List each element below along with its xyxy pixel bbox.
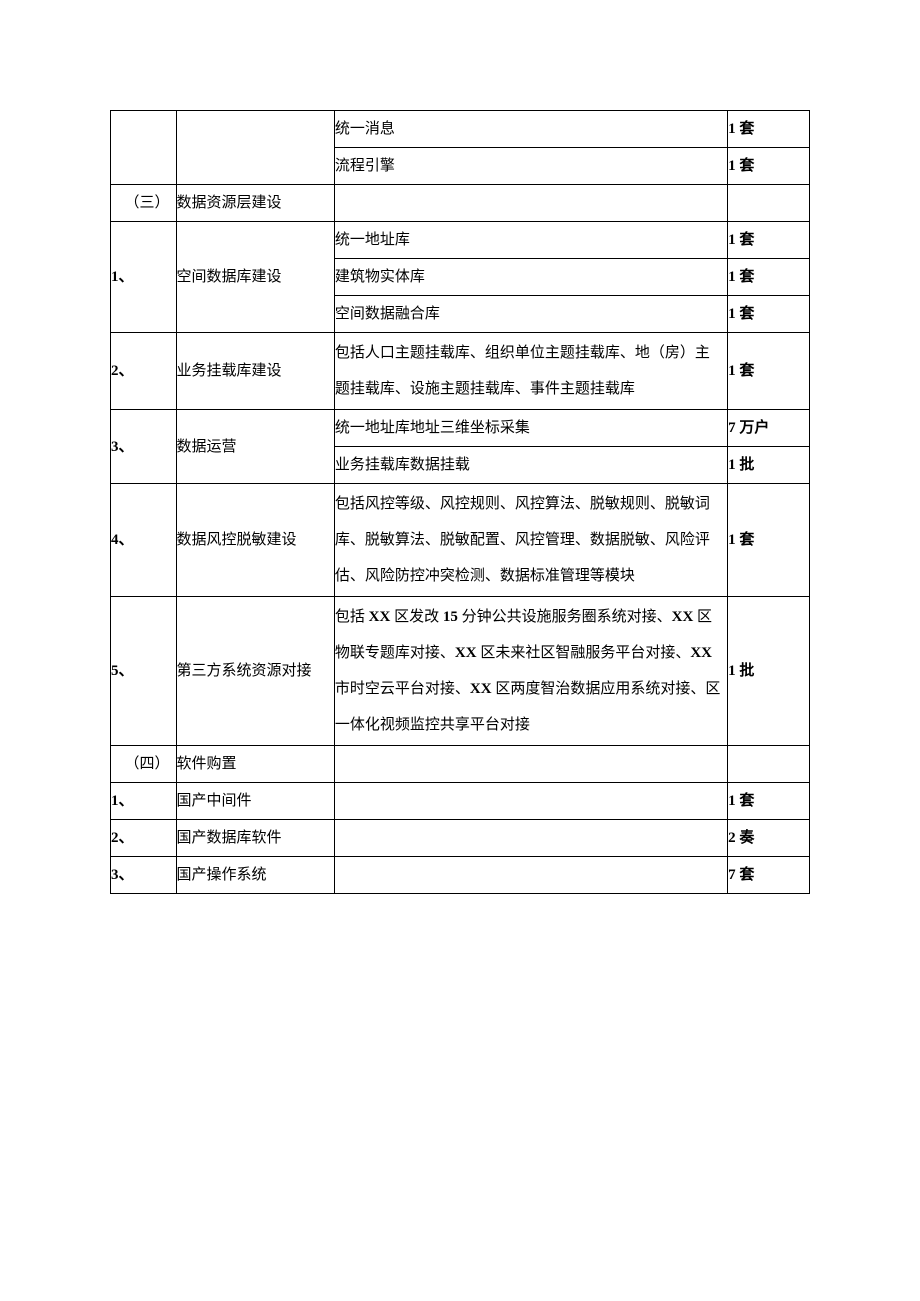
name-cell: 软件购置 — [176, 746, 334, 783]
desc-cell: 包括 XX 区发改 15 分钟公共设施服务圈系统对接、XX 区物联专题库对接、X… — [334, 597, 727, 746]
name-cell: 数据运营 — [176, 410, 334, 484]
table-row: 2、 业务挂载库建设 包括人口主题挂载库、组织单位主题挂载库、地（房）主题挂载库… — [111, 333, 810, 410]
name-cell: 国产数据库软件 — [176, 820, 334, 857]
name-cell: 国产操作系统 — [176, 857, 334, 894]
table-row: 1、 国产中间件 1 套 — [111, 783, 810, 820]
name-cell: 国产中间件 — [176, 783, 334, 820]
name-cell: 数据资源层建设 — [176, 185, 334, 222]
desc-cell: 包括人口主题挂载库、组织单位主题挂载库、地（房）主题挂载库、设施主题挂载库、事件… — [334, 333, 727, 410]
qty-cell: 1 套 — [728, 259, 810, 296]
table-row: 5、 第三方系统资源对接 包括 XX 区发改 15 分钟公共设施服务圈系统对接、… — [111, 597, 810, 746]
qty-cell — [728, 185, 810, 222]
index-cell: 3、 — [111, 857, 177, 894]
desc-cell: 流程引擎 — [334, 148, 727, 185]
qty-cell: 1 套 — [728, 333, 810, 410]
index-cell: 2、 — [111, 820, 177, 857]
index-cell: 4、 — [111, 484, 177, 597]
desc-cell: 空间数据融合库 — [334, 296, 727, 333]
table-row: （四） 软件购置 — [111, 746, 810, 783]
index-cell: （四） — [111, 746, 177, 783]
desc-cell: 包括风控等级、风控规则、风控算法、脱敏规则、脱敏词库、脱敏算法、脱敏配置、风控管… — [334, 484, 727, 597]
desc-cell: 统一消息 — [334, 111, 727, 148]
index-cell: 2、 — [111, 333, 177, 410]
table-row: 4、 数据风控脱敏建设 包括风控等级、风控规则、风控算法、脱敏规则、脱敏词库、脱… — [111, 484, 810, 597]
qty-cell: 1 套 — [728, 222, 810, 259]
index-cell: 3、 — [111, 410, 177, 484]
spec-table: 统一消息 1 套 流程引擎 1 套 （三） 数据资源层建设 1、 空间数据库建设… — [110, 110, 810, 894]
table-row: （三） 数据资源层建设 — [111, 185, 810, 222]
name-cell: 第三方系统资源对接 — [176, 597, 334, 746]
qty-cell: 1 批 — [728, 447, 810, 484]
desc-cell — [334, 857, 727, 894]
desc-cell — [334, 185, 727, 222]
name-cell: 数据风控脱敏建设 — [176, 484, 334, 597]
table-row: 3、 国产操作系统 7 套 — [111, 857, 810, 894]
desc-cell: 建筑物实体库 — [334, 259, 727, 296]
qty-cell: 2 奏 — [728, 820, 810, 857]
desc-cell: 业务挂载库数据挂载 — [334, 447, 727, 484]
desc-cell: 统一地址库 — [334, 222, 727, 259]
qty-cell: 1 套 — [728, 484, 810, 597]
table-row: 1、 空间数据库建设 统一地址库 1 套 — [111, 222, 810, 259]
index-cell: （三） — [111, 185, 177, 222]
table-row: 统一消息 1 套 — [111, 111, 810, 148]
qty-cell: 1 套 — [728, 783, 810, 820]
name-cell — [176, 111, 334, 185]
name-cell: 空间数据库建设 — [176, 222, 334, 333]
qty-cell: 1 批 — [728, 597, 810, 746]
qty-cell: 1 套 — [728, 111, 810, 148]
index-cell: 1、 — [111, 783, 177, 820]
qty-cell: 7 套 — [728, 857, 810, 894]
desc-cell: 统一地址库地址三维坐标采集 — [334, 410, 727, 447]
qty-cell: 1 套 — [728, 148, 810, 185]
table-row: 2、 国产数据库软件 2 奏 — [111, 820, 810, 857]
desc-cell — [334, 783, 727, 820]
name-cell: 业务挂载库建设 — [176, 333, 334, 410]
index-cell: 1、 — [111, 222, 177, 333]
index-cell — [111, 111, 177, 185]
desc-cell — [334, 820, 727, 857]
qty-cell: 7 万户 — [728, 410, 810, 447]
qty-cell: 1 套 — [728, 296, 810, 333]
table-row: 3、 数据运营 统一地址库地址三维坐标采集 7 万户 — [111, 410, 810, 447]
index-cell: 5、 — [111, 597, 177, 746]
qty-cell — [728, 746, 810, 783]
desc-cell — [334, 746, 727, 783]
